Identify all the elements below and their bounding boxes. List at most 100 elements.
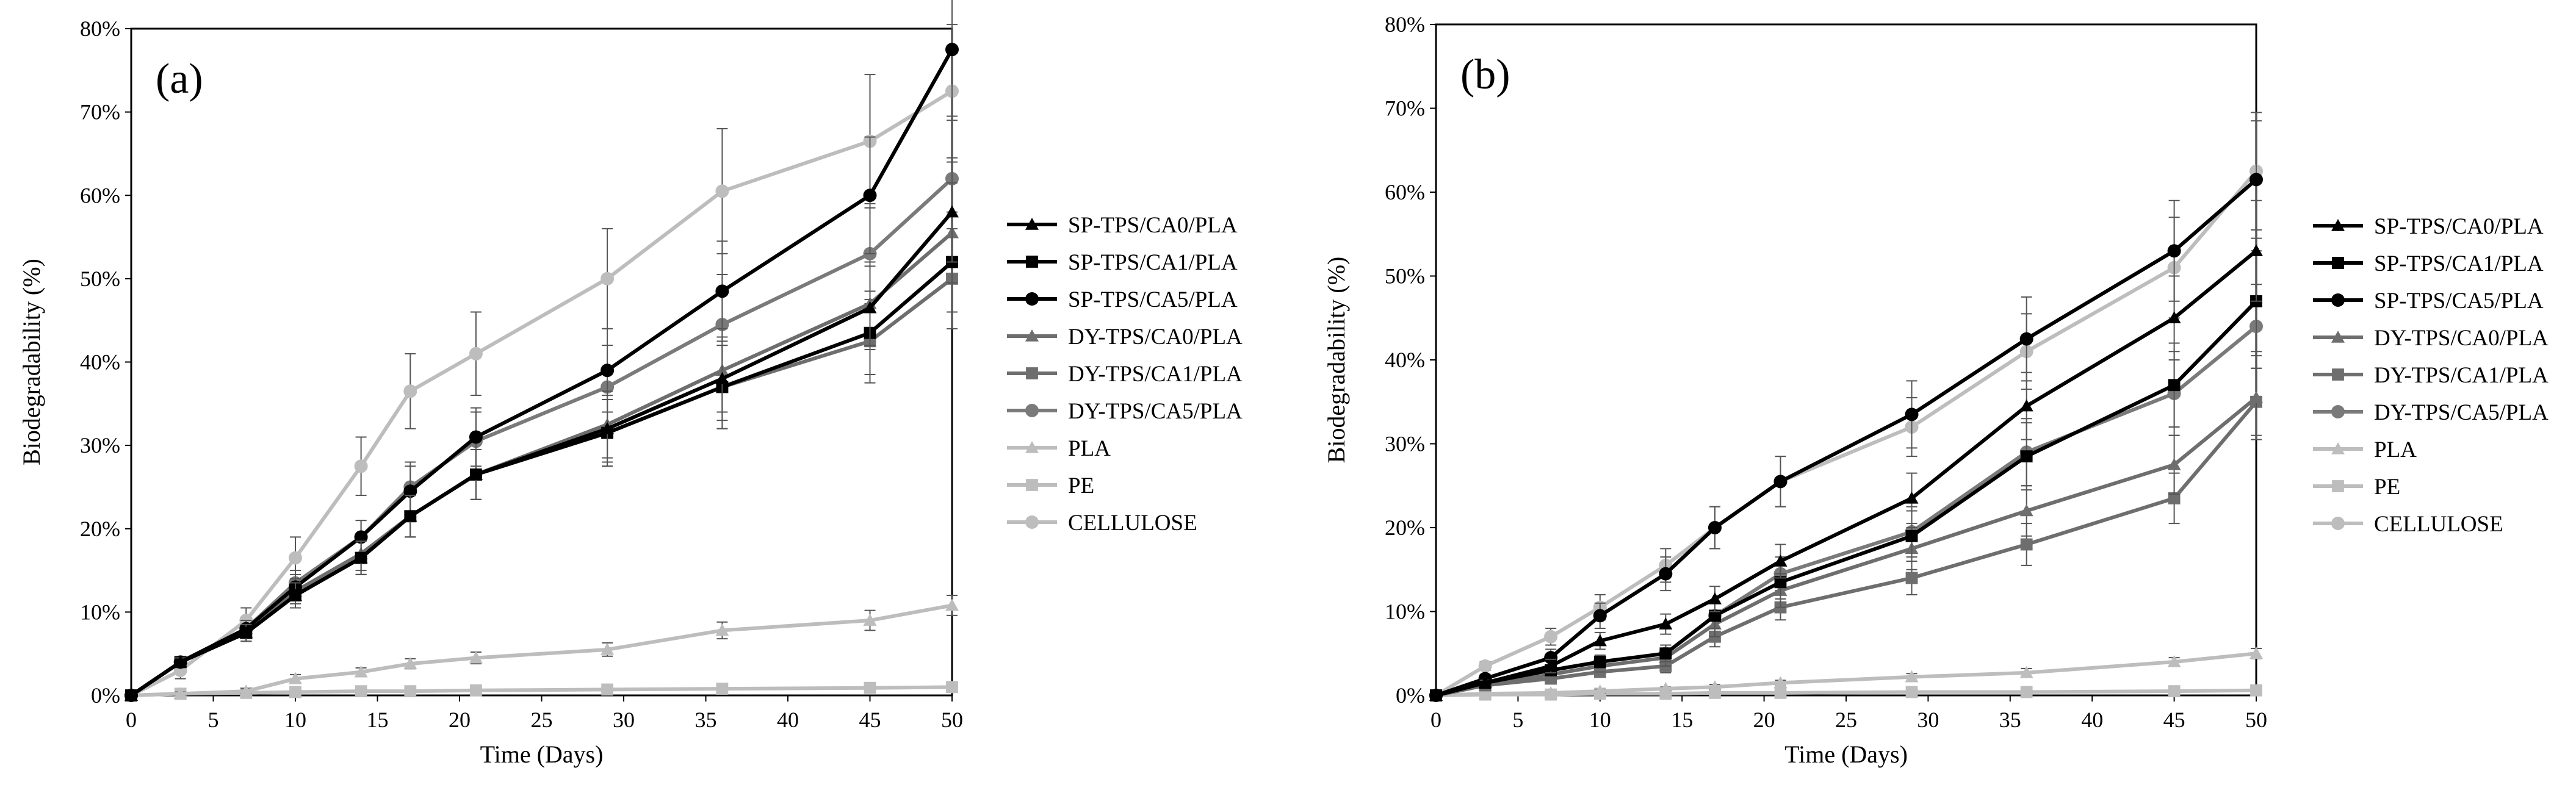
y-tick-label: 50%	[80, 267, 120, 291]
legend-marker	[1025, 515, 1039, 529]
legend-marker	[1026, 256, 1038, 268]
panel-label: (a)	[156, 56, 203, 102]
data-point	[354, 459, 368, 473]
data-point	[289, 551, 302, 565]
data-point	[2020, 450, 2033, 463]
data-point	[403, 384, 417, 398]
x-tick-label: 0	[1431, 708, 1441, 732]
data-point	[601, 422, 615, 434]
data-point	[1544, 659, 1558, 672]
legend-item: PE	[1007, 473, 1094, 498]
legend-marker	[2332, 368, 2344, 381]
legend-label: CELLULOSE	[1068, 511, 1197, 536]
y-tick-label: 10%	[80, 600, 120, 624]
y-tick-label: 40%	[80, 350, 120, 375]
data-point	[124, 689, 138, 701]
data-point	[2168, 492, 2181, 504]
y-tick-label: 0%	[1396, 683, 1425, 708]
data-point	[2167, 655, 2181, 667]
data-point	[945, 598, 959, 611]
series-line	[1435, 249, 2257, 697]
data-point	[2019, 504, 2033, 517]
legend-item: DY-TPS/CA0/PLA	[2313, 326, 2549, 351]
data-point	[2249, 173, 2263, 187]
data-point	[1478, 676, 1492, 689]
data-point	[715, 623, 729, 636]
legend-marker	[1026, 367, 1038, 379]
data-point	[173, 687, 187, 700]
data-point	[1478, 659, 1492, 673]
legend-item: SP-TPS/CA0/PLA	[1007, 213, 1238, 238]
data-point	[2020, 686, 2033, 698]
x-tick-label: 15	[367, 708, 389, 732]
y-tick-label: 70%	[1385, 96, 1425, 121]
data-point	[2019, 332, 2033, 346]
legend-item: DY-TPS/CA5/PLA	[2313, 400, 2549, 425]
data-point	[864, 681, 876, 694]
data-point	[469, 651, 483, 664]
legend-marker	[2332, 480, 2344, 492]
panel-label: (b)	[1460, 51, 1510, 98]
x-tick-label: 0	[126, 708, 137, 732]
legend-item: DY-TPS/CA0/PLA	[1007, 325, 1243, 350]
data-point	[863, 188, 877, 203]
data-point	[601, 271, 615, 285]
plot-area	[130, 27, 953, 697]
x-tick-label: 45	[859, 708, 881, 732]
legend-label: SP-TPS/CA0/PLA	[1068, 213, 1238, 238]
x-tick-label: 5	[208, 708, 219, 732]
data-point	[403, 484, 417, 498]
data-point	[1593, 684, 1607, 697]
data-point	[1709, 609, 1721, 622]
data-point	[1905, 670, 1919, 683]
legend-label: DY-TPS/CA0/PLA	[2374, 326, 2549, 351]
data-point	[1593, 634, 1607, 647]
x-tick-label: 30	[613, 708, 635, 732]
data-point	[1773, 554, 1788, 567]
data-point	[239, 626, 253, 639]
legend-item: DY-TPS/CA5/PLA	[1007, 399, 1243, 424]
y-tick-label: 50%	[1385, 264, 1425, 289]
x-tick-label: 35	[695, 708, 717, 732]
legend-item: CELLULOSE	[1007, 511, 1197, 536]
data-point	[1905, 407, 1919, 422]
legend-marker	[2331, 517, 2345, 530]
series-dy-tps-ca1-pla	[1430, 367, 2262, 702]
legend-marker	[2331, 405, 2345, 418]
data-point	[173, 655, 187, 668]
series-sp-tps-ca0-pla	[1429, 199, 2263, 701]
data-point	[2167, 458, 2181, 470]
legend-label: PLA	[2374, 437, 2417, 462]
y-tick-label: 0%	[91, 683, 120, 708]
y-tick-label: 60%	[80, 183, 120, 207]
legend-marker	[1025, 404, 1039, 417]
y-tick-label: 30%	[1385, 432, 1425, 456]
legend-item: PLA	[2313, 437, 2417, 462]
data-point	[403, 657, 417, 669]
data-point	[354, 551, 368, 564]
data-point	[601, 364, 615, 378]
x-tick-label: 30	[1917, 708, 1939, 732]
x-axis-label: Time (Days)	[480, 741, 604, 768]
legend-item: SP-TPS/CA0/PLA	[2313, 214, 2544, 239]
legend-marker	[2331, 331, 2345, 343]
data-point	[1773, 475, 1788, 489]
data-point	[946, 681, 958, 694]
data-point	[1905, 491, 1919, 504]
data-point	[1708, 521, 1722, 534]
legend-item: SP-TPS/CA5/PLA	[2313, 289, 2544, 314]
data-point	[2168, 379, 2181, 392]
data-point	[2249, 390, 2263, 403]
x-tick-label: 20	[1753, 708, 1775, 732]
x-tick-label: 35	[1999, 708, 2021, 732]
data-point	[404, 685, 417, 698]
legend-marker	[1025, 329, 1039, 342]
series-line	[130, 177, 954, 697]
data-point	[1659, 567, 1673, 581]
legend-marker	[2331, 293, 2345, 307]
data-point	[1708, 680, 1722, 693]
legend-item: SP-TPS/CA1/PLA	[2313, 251, 2544, 276]
legend-label: SP-TPS/CA5/PLA	[2374, 289, 2544, 314]
data-point	[469, 430, 483, 444]
